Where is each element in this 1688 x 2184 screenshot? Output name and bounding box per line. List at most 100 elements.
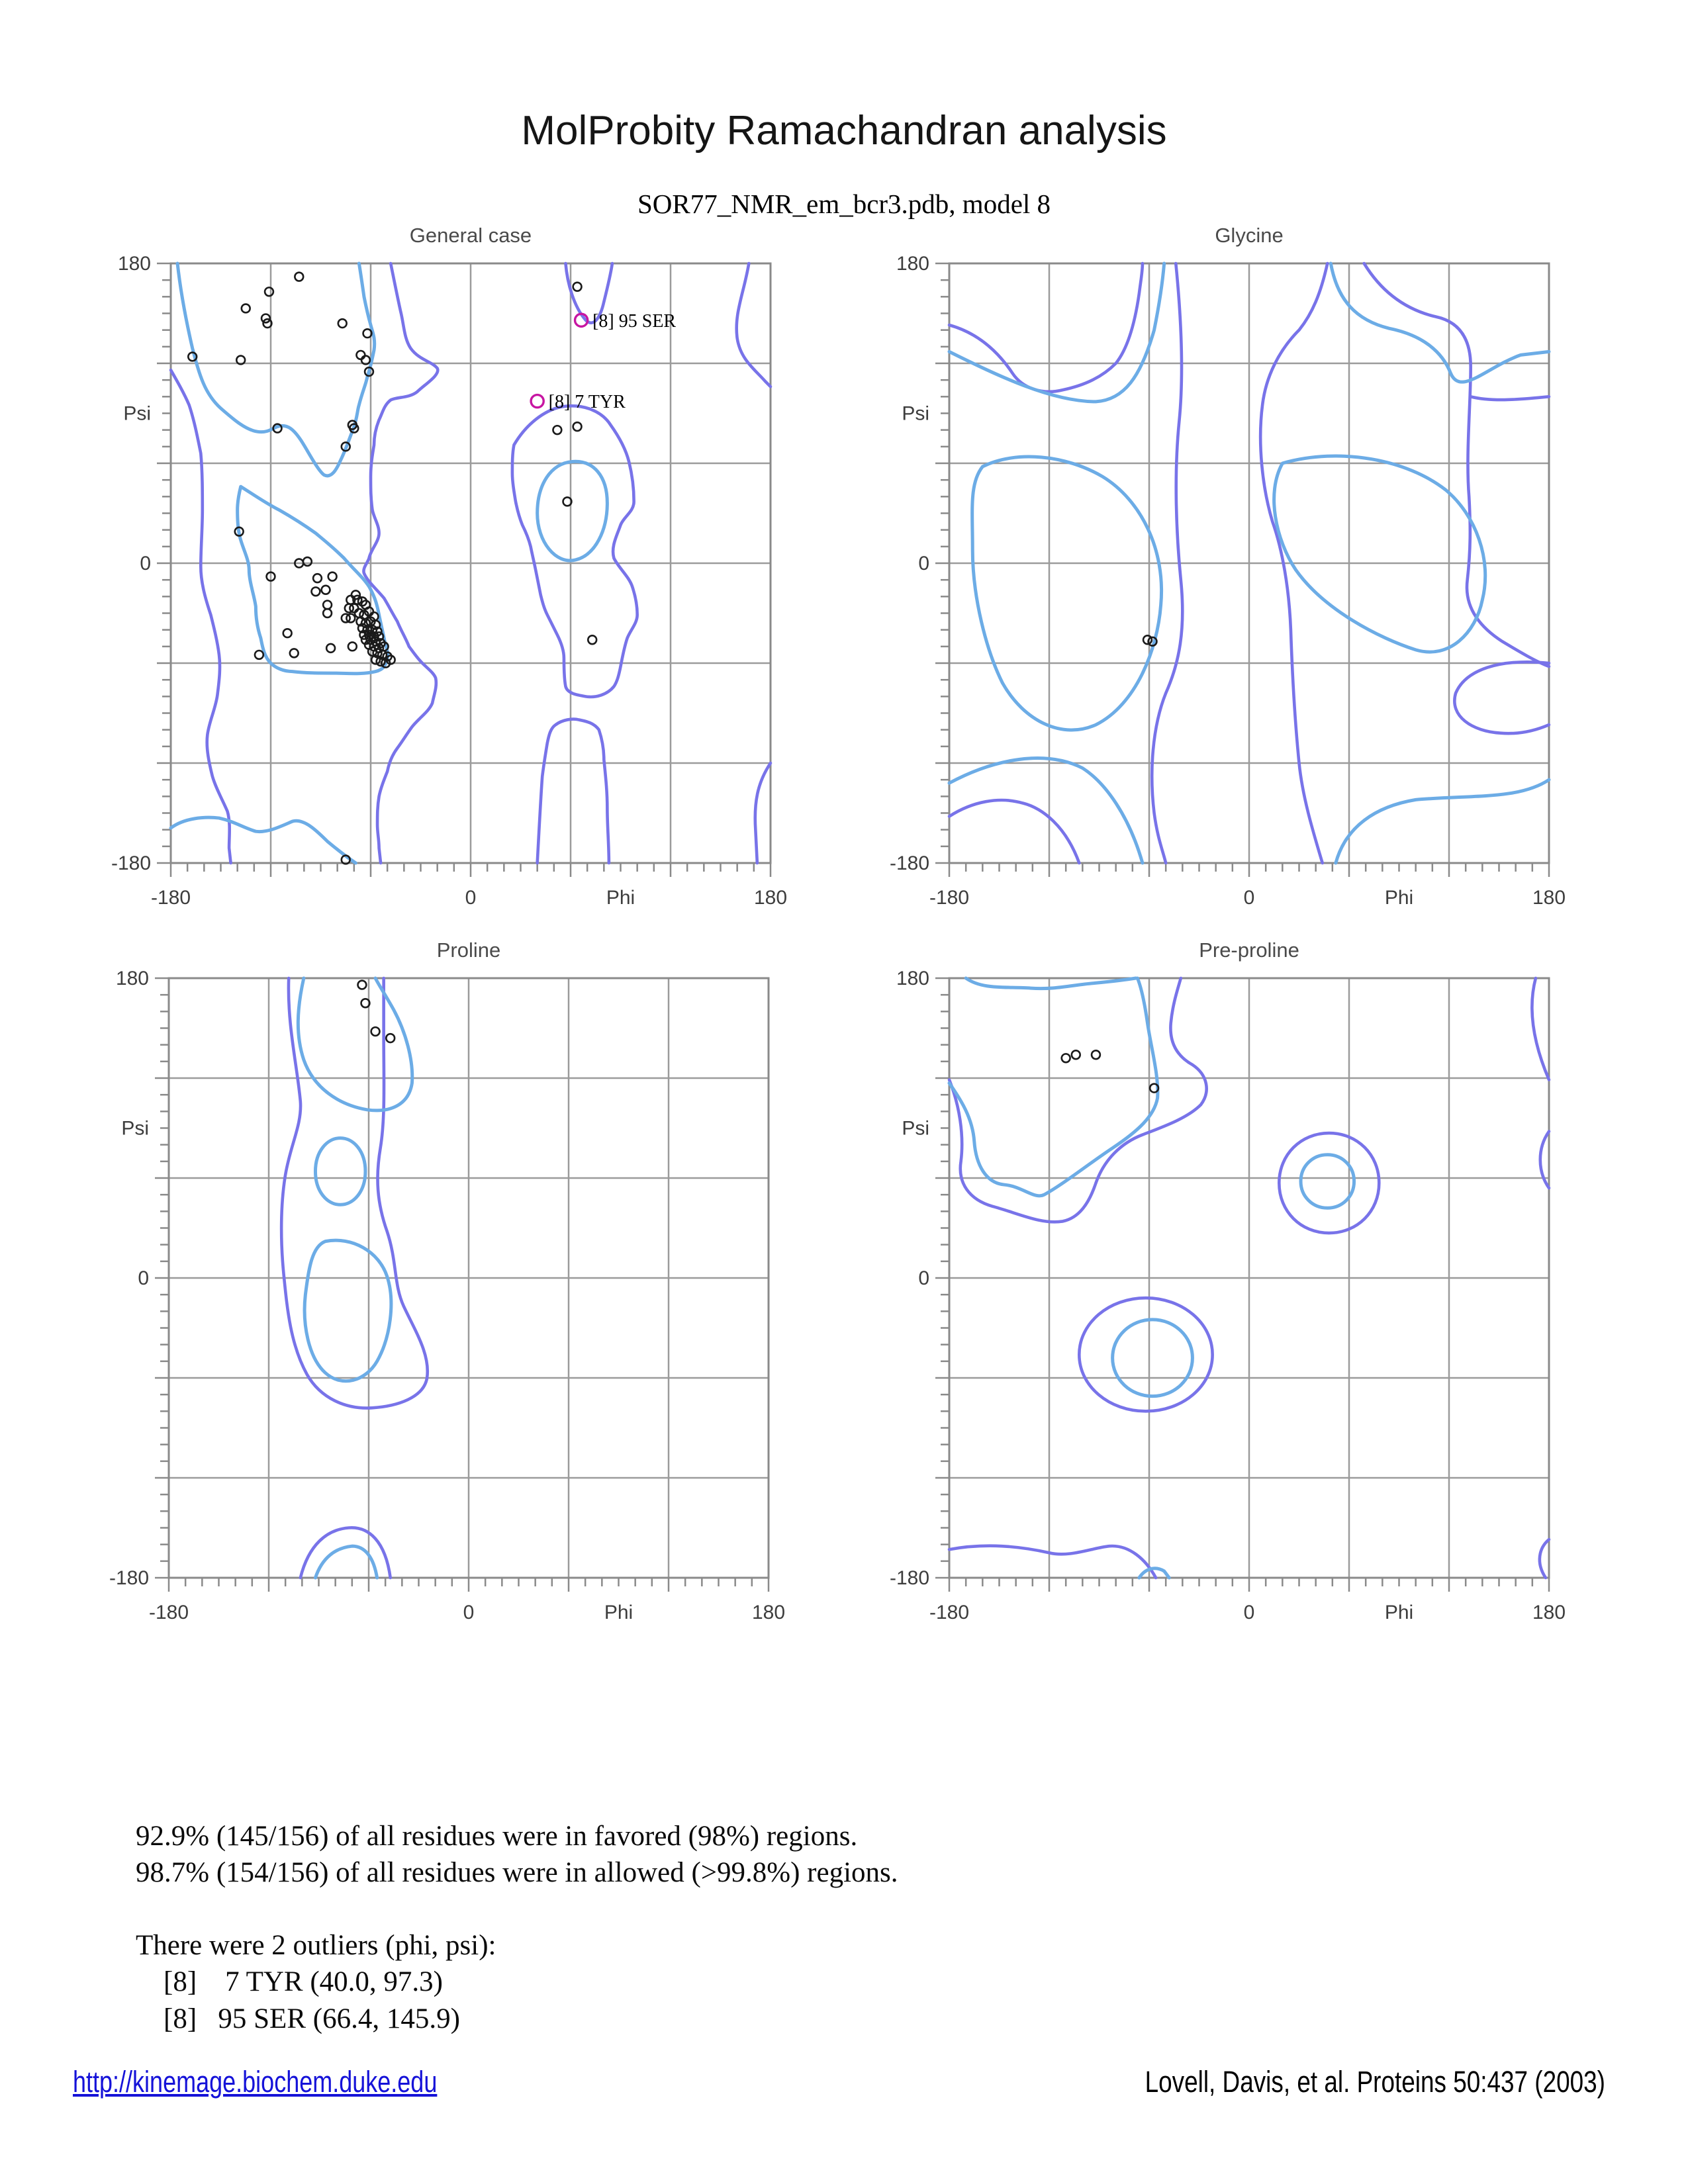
data-point [1150,1084,1158,1093]
data-point [1143,635,1152,644]
plot-border [167,977,770,1579]
allowed-contour-line [1454,662,1549,733]
allowed-contour-line [512,406,637,697]
allowed-contour-line [1079,1298,1212,1411]
favored-contour [298,978,412,1578]
data-point [267,572,275,581]
axis-tick-label: 0 [465,887,477,909]
grid [949,978,1549,1578]
data-point [1092,1050,1100,1059]
favored-contour [949,978,1354,1578]
data-point [356,617,365,626]
data-point [588,635,596,644]
data-point [563,497,572,506]
data-point [295,273,303,281]
proline-plot-svg: Proline 180 Psi 0 -180-180 0 Phi 180 [109,938,785,1623]
data-point [346,614,355,623]
summary-favored: 92.9% (145/156) of all residues were in … [136,1821,858,1852]
axis-tick-label: Phi [1385,1602,1413,1623]
allowed-contour-line [281,978,428,1408]
summary-allowed: 98.7% (154/156) of all residues were in … [136,1857,898,1888]
data-point [323,609,332,617]
data-point [353,596,361,604]
axis-tick-label: -180 [151,887,191,909]
grid [169,978,769,1578]
plot-content [281,978,428,1578]
axis-tick-label: -180 [890,852,929,874]
data-points [358,981,395,1042]
data-point [1062,1054,1070,1062]
data-point [323,600,332,609]
favored-contour-line [305,1240,391,1381]
favored-contour-line [1301,1155,1354,1208]
favored-contour-line [1139,1569,1169,1578]
favored-contour [171,263,607,863]
citation: Lovell, Davis, et al. Proteins 50:437 (2… [1145,2065,1605,2099]
kinemage-link[interactable]: http://kinemage.biochem.duke.edu [73,2065,438,2099]
data-points [1062,1050,1158,1092]
data-point [312,587,320,596]
page-title: MolProbity Ramachandran analysis [521,108,1167,154]
axis-tick-label: 0 [918,1267,929,1289]
axis-tick-label: 0 [138,1267,149,1289]
allowed-contour-line [1540,1539,1549,1578]
data-point [236,356,245,365]
data-point [348,642,357,651]
plot-border [948,262,1550,864]
axis-tick-label: 0 [140,553,151,574]
data-point [342,442,350,451]
axis-tick-label: 0 [918,553,929,574]
axis-tick-label: 180 [1532,1602,1566,1623]
data-point [361,356,370,365]
data-point [383,653,392,661]
favored-contour-line [949,758,1143,863]
data-point [338,319,347,328]
axis-tick-label: 180 [754,887,787,909]
favored-contour-line [315,1546,377,1578]
axis-tick-label: -180 [929,1602,969,1623]
favored-contour-line [238,486,388,673]
axis-tick-label: -180 [109,1567,149,1589]
outlier-marker [575,314,588,326]
chart-glycine: Glycine 180 Psi 0 -180 -180 0 Phi 180 [876,217,1591,919]
data-point [350,424,358,433]
data-point [573,422,582,431]
favored-contour-line [1336,780,1549,863]
axis-tick-label: Psi [121,1118,149,1140]
axis-tick-label: 0 [1244,887,1255,909]
favored-contour-line [966,978,1136,989]
favored-contour-line [972,457,1162,730]
axis-tick-label: 180 [1532,887,1566,909]
favored-contour-line [949,978,1158,1196]
data-point [358,981,367,989]
allowed-contour [949,263,1549,863]
general-case-plot-svg: General case [8] 95 SER [8] 7 TYR 180 Psi 0 -1… [111,224,787,909]
ticks [935,262,1550,877]
favored-contour-line [315,1138,365,1205]
allowed-contour-line [301,1527,391,1578]
allowed-contour-line [565,263,612,323]
plot-title: Glycine [1215,224,1283,247]
axis-tick-label: -180 [149,1602,189,1623]
data-point [261,314,270,323]
axis-tick-label: Psi [123,403,151,425]
pre-proline-plot-svg: Pre-proline 180 Psi 0 -180-180 0 Phi 180 [890,938,1566,1623]
ticks [155,977,770,1592]
data-point [345,604,353,613]
favored-contour-line [949,263,1164,402]
data-point [363,329,372,338]
data-point [381,659,390,668]
data-point [378,651,387,659]
ticks [157,262,772,877]
allowed-contour-line [171,370,231,863]
data-point [553,426,561,434]
allowed-contour-line [363,263,438,863]
plot-content [171,263,771,864]
axis-tick-label: 180 [118,253,151,275]
data-point [283,629,292,637]
grid [171,263,771,863]
data-points [188,273,596,864]
data-point [1072,1050,1080,1059]
favored-contour-line [1113,1320,1193,1396]
